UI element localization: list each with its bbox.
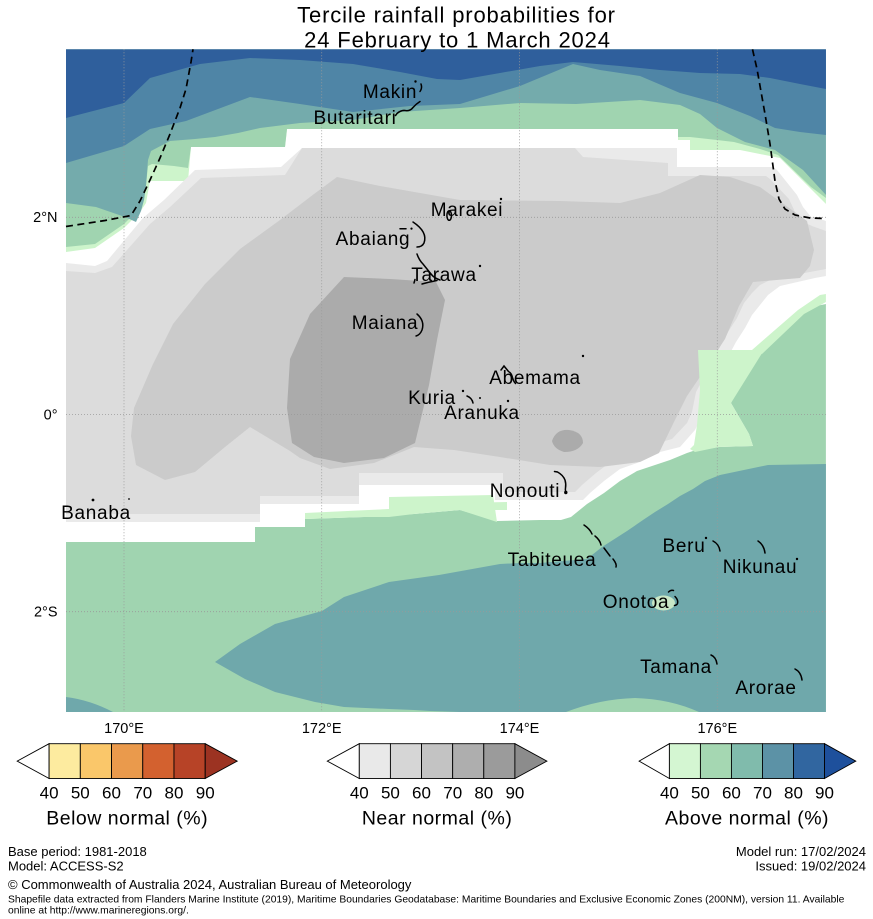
svg-text:2°S: 2°S [34, 605, 58, 621]
svg-text:Nikunau: Nikunau [723, 557, 798, 578]
svg-text:176°E: 176°E [697, 721, 737, 737]
svg-text:Abaiang: Abaiang [336, 229, 411, 250]
svg-text:Beru: Beru [663, 536, 706, 557]
svg-text:2°N: 2°N [33, 210, 57, 226]
svg-text:Model: ACCESS-S2: Model: ACCESS-S2 [8, 859, 124, 874]
svg-text:Aranuka: Aranuka [444, 403, 520, 424]
svg-text:Banaba: Banaba [61, 503, 131, 524]
svg-text:Shapefile data extracted from: Shapefile data extracted from Flanders M… [8, 895, 845, 906]
svg-text:40: 40 [40, 784, 59, 803]
svg-text:60: 60 [102, 784, 121, 803]
svg-text:Maiana: Maiana [352, 313, 419, 334]
svg-text:Tamana: Tamana [640, 657, 712, 678]
svg-text:Butaritari: Butaritari [313, 108, 396, 129]
svg-text:90: 90 [505, 784, 524, 803]
svg-text:80: 80 [784, 784, 803, 803]
svg-text:70: 70 [443, 784, 462, 803]
svg-text:50: 50 [691, 784, 710, 803]
svg-text:70: 70 [133, 784, 152, 803]
svg-text:60: 60 [722, 784, 741, 803]
svg-text:Below normal (%): Below normal (%) [46, 808, 208, 830]
svg-text:Tarawa: Tarawa [411, 265, 476, 286]
svg-text:90: 90 [815, 784, 834, 803]
svg-text:40: 40 [350, 784, 369, 803]
svg-text:Kuria: Kuria [408, 388, 456, 409]
svg-text:Tabiteuea: Tabiteuea [508, 550, 597, 571]
svg-text:online at http://www.marinereg: online at http://www.marineregions.org/. [8, 906, 189, 917]
svg-text:Onotoa: Onotoa [603, 592, 670, 613]
svg-text:Makin: Makin [363, 82, 417, 103]
svg-text:50: 50 [71, 784, 90, 803]
svg-text:70: 70 [753, 784, 772, 803]
svg-text:24 February to 1 March 2024: 24 February to 1 March 2024 [304, 28, 611, 53]
svg-text:172°E: 172°E [302, 721, 342, 737]
svg-text:Arorae: Arorae [735, 678, 796, 699]
svg-text:80: 80 [474, 784, 493, 803]
svg-text:40: 40 [660, 784, 679, 803]
svg-text:Above normal (%): Above normal (%) [665, 808, 829, 830]
svg-text:Model run: 17/02/2024: Model run: 17/02/2024 [736, 844, 866, 859]
svg-text:Near normal (%): Near normal (%) [362, 808, 513, 830]
svg-text:Issued: 19/02/2024: Issued: 19/02/2024 [755, 859, 866, 874]
svg-text:174°E: 174°E [500, 721, 540, 737]
svg-text:60: 60 [412, 784, 431, 803]
svg-text:Tercile rainfall probabilities: Tercile rainfall probabilities for [297, 3, 616, 28]
svg-text:© Commonwealth of Australia 20: © Commonwealth of Australia 2024, Austra… [8, 877, 412, 892]
svg-text:Base period: 1981-2018: Base period: 1981-2018 [8, 844, 147, 859]
svg-text:170°E: 170°E [104, 721, 144, 737]
svg-text:Nonouti: Nonouti [490, 481, 560, 502]
svg-text:0°: 0° [44, 408, 58, 424]
svg-text:80: 80 [165, 784, 184, 803]
svg-text:90: 90 [196, 784, 215, 803]
svg-text:Abemama: Abemama [489, 368, 581, 389]
svg-text:Marakei: Marakei [431, 200, 503, 221]
svg-text:50: 50 [381, 784, 400, 803]
